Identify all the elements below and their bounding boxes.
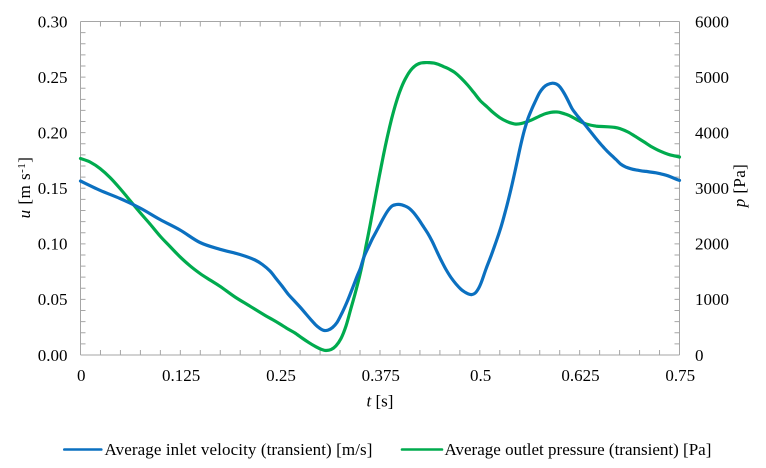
svg-text:0.625: 0.625 [561,366,599,385]
svg-text:0.75: 0.75 [665,366,695,385]
svg-text:0: 0 [77,366,86,385]
svg-text:4000: 4000 [695,124,729,143]
svg-text:0.00: 0.00 [38,346,68,365]
svg-text:0.10: 0.10 [38,235,68,254]
svg-text:0.15: 0.15 [38,179,68,198]
svg-text:Average inlet velocity (transi: Average inlet velocity (transient) [m/s] [105,440,373,459]
svg-text:0.25: 0.25 [266,366,296,385]
svg-text:0: 0 [695,346,704,365]
svg-text:3000: 3000 [695,179,729,198]
svg-text:p [Pa]: p [Pa] [730,164,749,208]
svg-text:0.30: 0.30 [38,12,68,31]
svg-text:1000: 1000 [695,290,729,309]
svg-text:0.375: 0.375 [362,366,400,385]
svg-text:0.125: 0.125 [162,366,200,385]
svg-text:0.25: 0.25 [38,68,68,87]
svg-text:2000: 2000 [695,235,729,254]
svg-text:0.05: 0.05 [38,290,68,309]
svg-text:t [s]: t [s] [367,392,394,411]
svg-text:6000: 6000 [695,12,729,31]
svg-text:0.20: 0.20 [38,124,68,143]
svg-text:0.5: 0.5 [470,366,491,385]
svg-text:5000: 5000 [695,68,729,87]
svg-text:Average outlet pressure (trans: Average outlet pressure (transient) [Pa] [445,440,712,459]
